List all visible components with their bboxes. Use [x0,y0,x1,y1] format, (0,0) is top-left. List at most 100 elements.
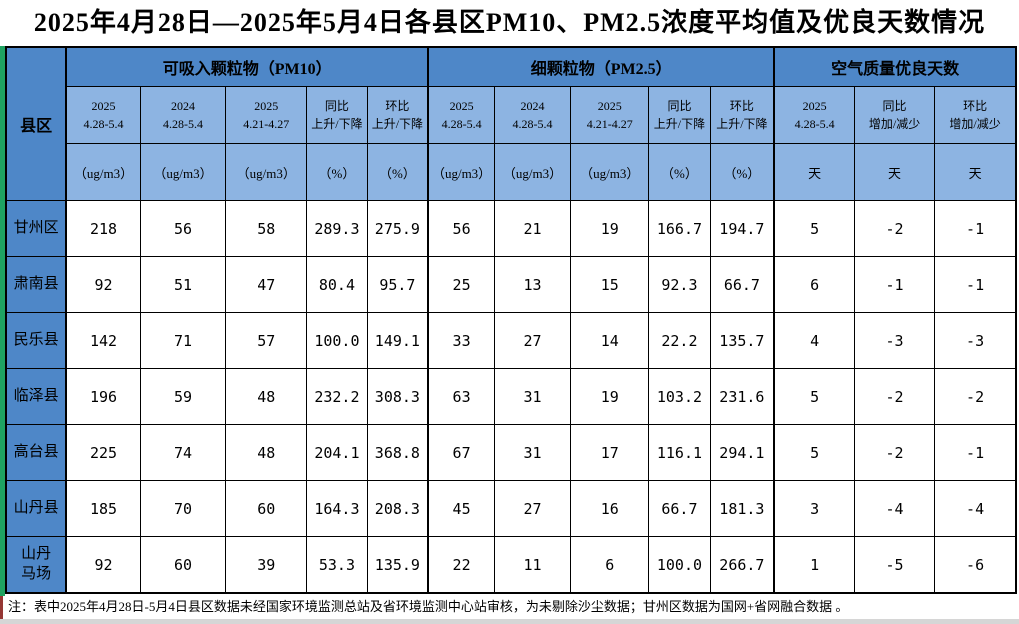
value-cell: 196 [65,368,141,425]
value-cell: 66.7 [709,256,775,313]
subheader: 2024 4.28-5.4 [139,86,227,144]
value-cell: 92.3 [648,256,711,313]
subheader: 2025 4.28-5.4 [427,86,495,144]
value-cell: 5 [773,368,855,425]
value-cell: 48 [225,424,308,481]
value-cell: 181.3 [709,480,775,537]
value-cell: -1 [934,200,1017,257]
value-cell: 70 [139,480,227,537]
value-cell: -5 [853,536,936,594]
county-label: 临泽县 [5,368,67,425]
value-cell: 135.7 [709,312,775,369]
value-cell: 92 [65,256,141,313]
unit-header: 天 [773,143,855,201]
value-cell: 166.7 [648,200,711,257]
unit-header: 天 [853,143,936,201]
subheader: 2025 4.21-4.27 [570,86,650,144]
county-label: 山丹 马场 [5,536,67,594]
unit-header: （ug/m3） [225,143,308,201]
value-cell: 6 [773,256,855,313]
value-cell: -1 [934,424,1017,481]
value-cell: 100.0 [306,312,368,369]
unit-header: （ug/m3） [427,143,495,201]
value-cell: 63 [427,368,495,425]
value-cell: 1 [773,536,855,594]
value-cell: -4 [934,480,1017,537]
subheader: 同比 上升/下降 [306,86,368,144]
value-cell: 308.3 [366,368,429,425]
value-cell: -1 [934,256,1017,313]
value-cell: 135.9 [366,536,429,594]
county-label: 高台县 [5,424,67,481]
value-cell: 5 [773,424,855,481]
value-cell: 231.6 [709,368,775,425]
value-cell: 58 [225,200,308,257]
subheader: 2025 4.28-5.4 [65,86,141,144]
value-cell: -3 [934,312,1017,369]
value-cell: 368.8 [366,424,429,481]
value-cell: 194.7 [709,200,775,257]
unit-header: （%） [366,143,429,201]
bottom-gray-strip [0,619,1019,624]
unit-header: （ug/m3） [139,143,227,201]
subheader: 2024 4.28-5.4 [493,86,572,144]
corner-header: 县区 [5,46,67,201]
value-cell: 142 [65,312,141,369]
table-row: 山丹县 185 70 60 164.3 208.3 45 27 16 66.7 … [5,480,1017,537]
value-cell: 164.3 [306,480,368,537]
value-cell: -2 [853,424,936,481]
value-cell: 275.9 [366,200,429,257]
value-cell: -1 [853,256,936,313]
subheader: 同比 上升/下降 [648,86,711,144]
value-cell: 6 [570,536,650,594]
value-cell: 71 [139,312,227,369]
value-cell: 19 [570,368,650,425]
value-cell: 208.3 [366,480,429,537]
value-cell: -4 [853,480,936,537]
value-cell: 11 [493,536,572,594]
value-cell: 17 [570,424,650,481]
table-row: 高台县 225 74 48 204.1 368.8 67 31 17 116.1… [5,424,1017,481]
unit-header: （ug/m3） [493,143,572,201]
value-cell: 56 [139,200,227,257]
value-cell: 294.1 [709,424,775,481]
table-row: 民乐县 142 71 57 100.0 149.1 33 27 14 22.2 … [5,312,1017,369]
value-cell: 22 [427,536,495,594]
value-cell: 15 [570,256,650,313]
value-cell: 27 [493,312,572,369]
value-cell: 31 [493,424,572,481]
value-cell: 232.2 [306,368,368,425]
value-cell: 47 [225,256,308,313]
value-cell: 92 [65,536,141,594]
subheader: 2025 4.28-5.4 [773,86,855,144]
value-cell: 4 [773,312,855,369]
value-cell: 266.7 [709,536,775,594]
value-cell: -2 [934,368,1017,425]
value-cell: -2 [853,368,936,425]
group-header-pm10: 可吸入颗粒物（PM10） [65,46,429,87]
value-cell: -3 [853,312,936,369]
value-cell: 14 [570,312,650,369]
value-cell: 225 [65,424,141,481]
group-header-pm25: 细颗粒物（PM2.5） [427,46,775,87]
value-cell: 45 [427,480,495,537]
value-cell: 16 [570,480,650,537]
value-cell: 185 [65,480,141,537]
value-cell: 80.4 [306,256,368,313]
value-cell: 289.3 [306,200,368,257]
unit-header: （%） [648,143,711,201]
unit-header: （ug/m3） [570,143,650,201]
value-cell: -6 [934,536,1017,594]
value-cell: 204.1 [306,424,368,481]
subheader: 同比 增加/减少 [853,86,936,144]
value-cell: 57 [225,312,308,369]
value-cell: 22.2 [648,312,711,369]
value-cell: 31 [493,368,572,425]
value-cell: 67 [427,424,495,481]
value-cell: 25 [427,256,495,313]
value-cell: 95.7 [366,256,429,313]
value-cell: 48 [225,368,308,425]
value-cell: 66.7 [648,480,711,537]
value-cell: 218 [65,200,141,257]
table-row: 肃南县 92 51 47 80.4 95.7 25 13 15 92.3 66.… [5,256,1017,313]
